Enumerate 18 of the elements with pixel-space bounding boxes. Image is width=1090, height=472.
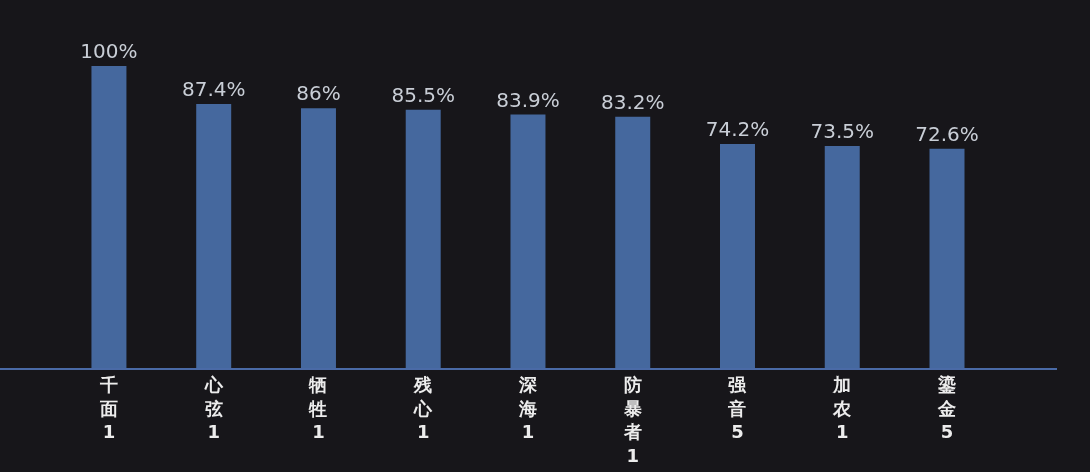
x-tick-label: 牺牲 1 — [308, 374, 328, 443]
x-tick-label: 深海 1 — [517, 374, 538, 443]
data-label: 86% — [296, 81, 341, 106]
data-label: 83.9% — [496, 87, 560, 112]
x-tick-label: 残心 1 — [413, 374, 434, 443]
data-label: 74.2% — [705, 116, 770, 141]
x-tick-label: 强音 5 — [727, 374, 748, 443]
x-tick-label: 鎏金 5 — [937, 374, 956, 443]
data-label: 87.4% — [181, 77, 246, 102]
x-tick-label: 千面 1 — [98, 374, 118, 443]
x-tick-label: 加农 1 — [832, 374, 853, 443]
x-tick-label: 防暴者 1 — [622, 374, 642, 466]
data-label: 73.5% — [810, 119, 875, 144]
data-label: 100% — [80, 39, 138, 63]
data-label: 83.2% — [600, 89, 665, 114]
data-label: 85.5% — [391, 82, 455, 107]
x-tick-label: 心弦 1 — [203, 374, 224, 443]
data-label: 72.6% — [915, 121, 979, 146]
